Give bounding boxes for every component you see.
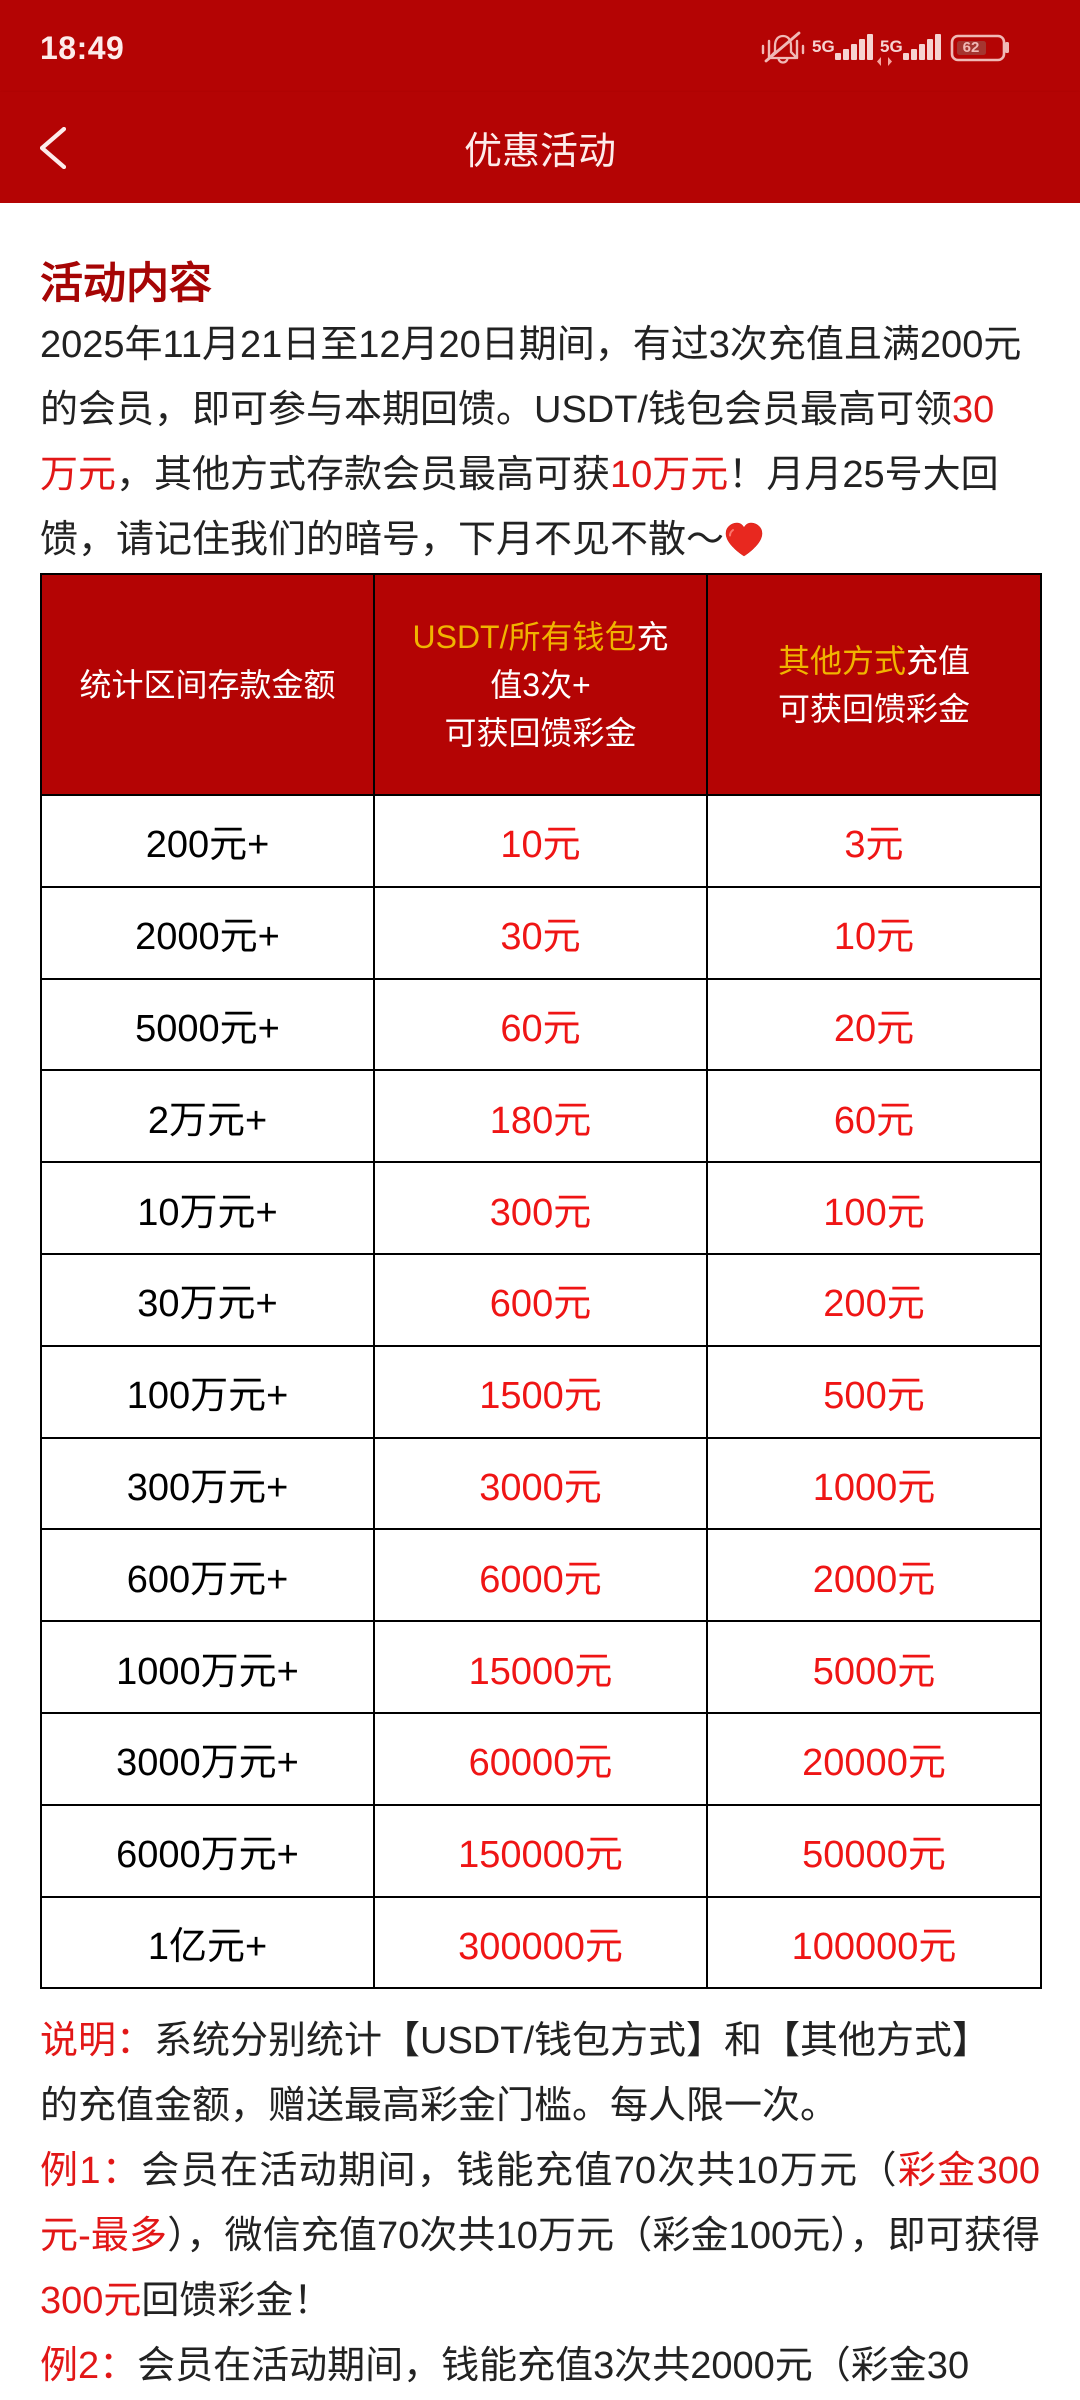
svg-text:5G: 5G (880, 37, 903, 56)
svg-text:5G: 5G (812, 37, 835, 56)
svg-text:62: 62 (963, 39, 980, 56)
